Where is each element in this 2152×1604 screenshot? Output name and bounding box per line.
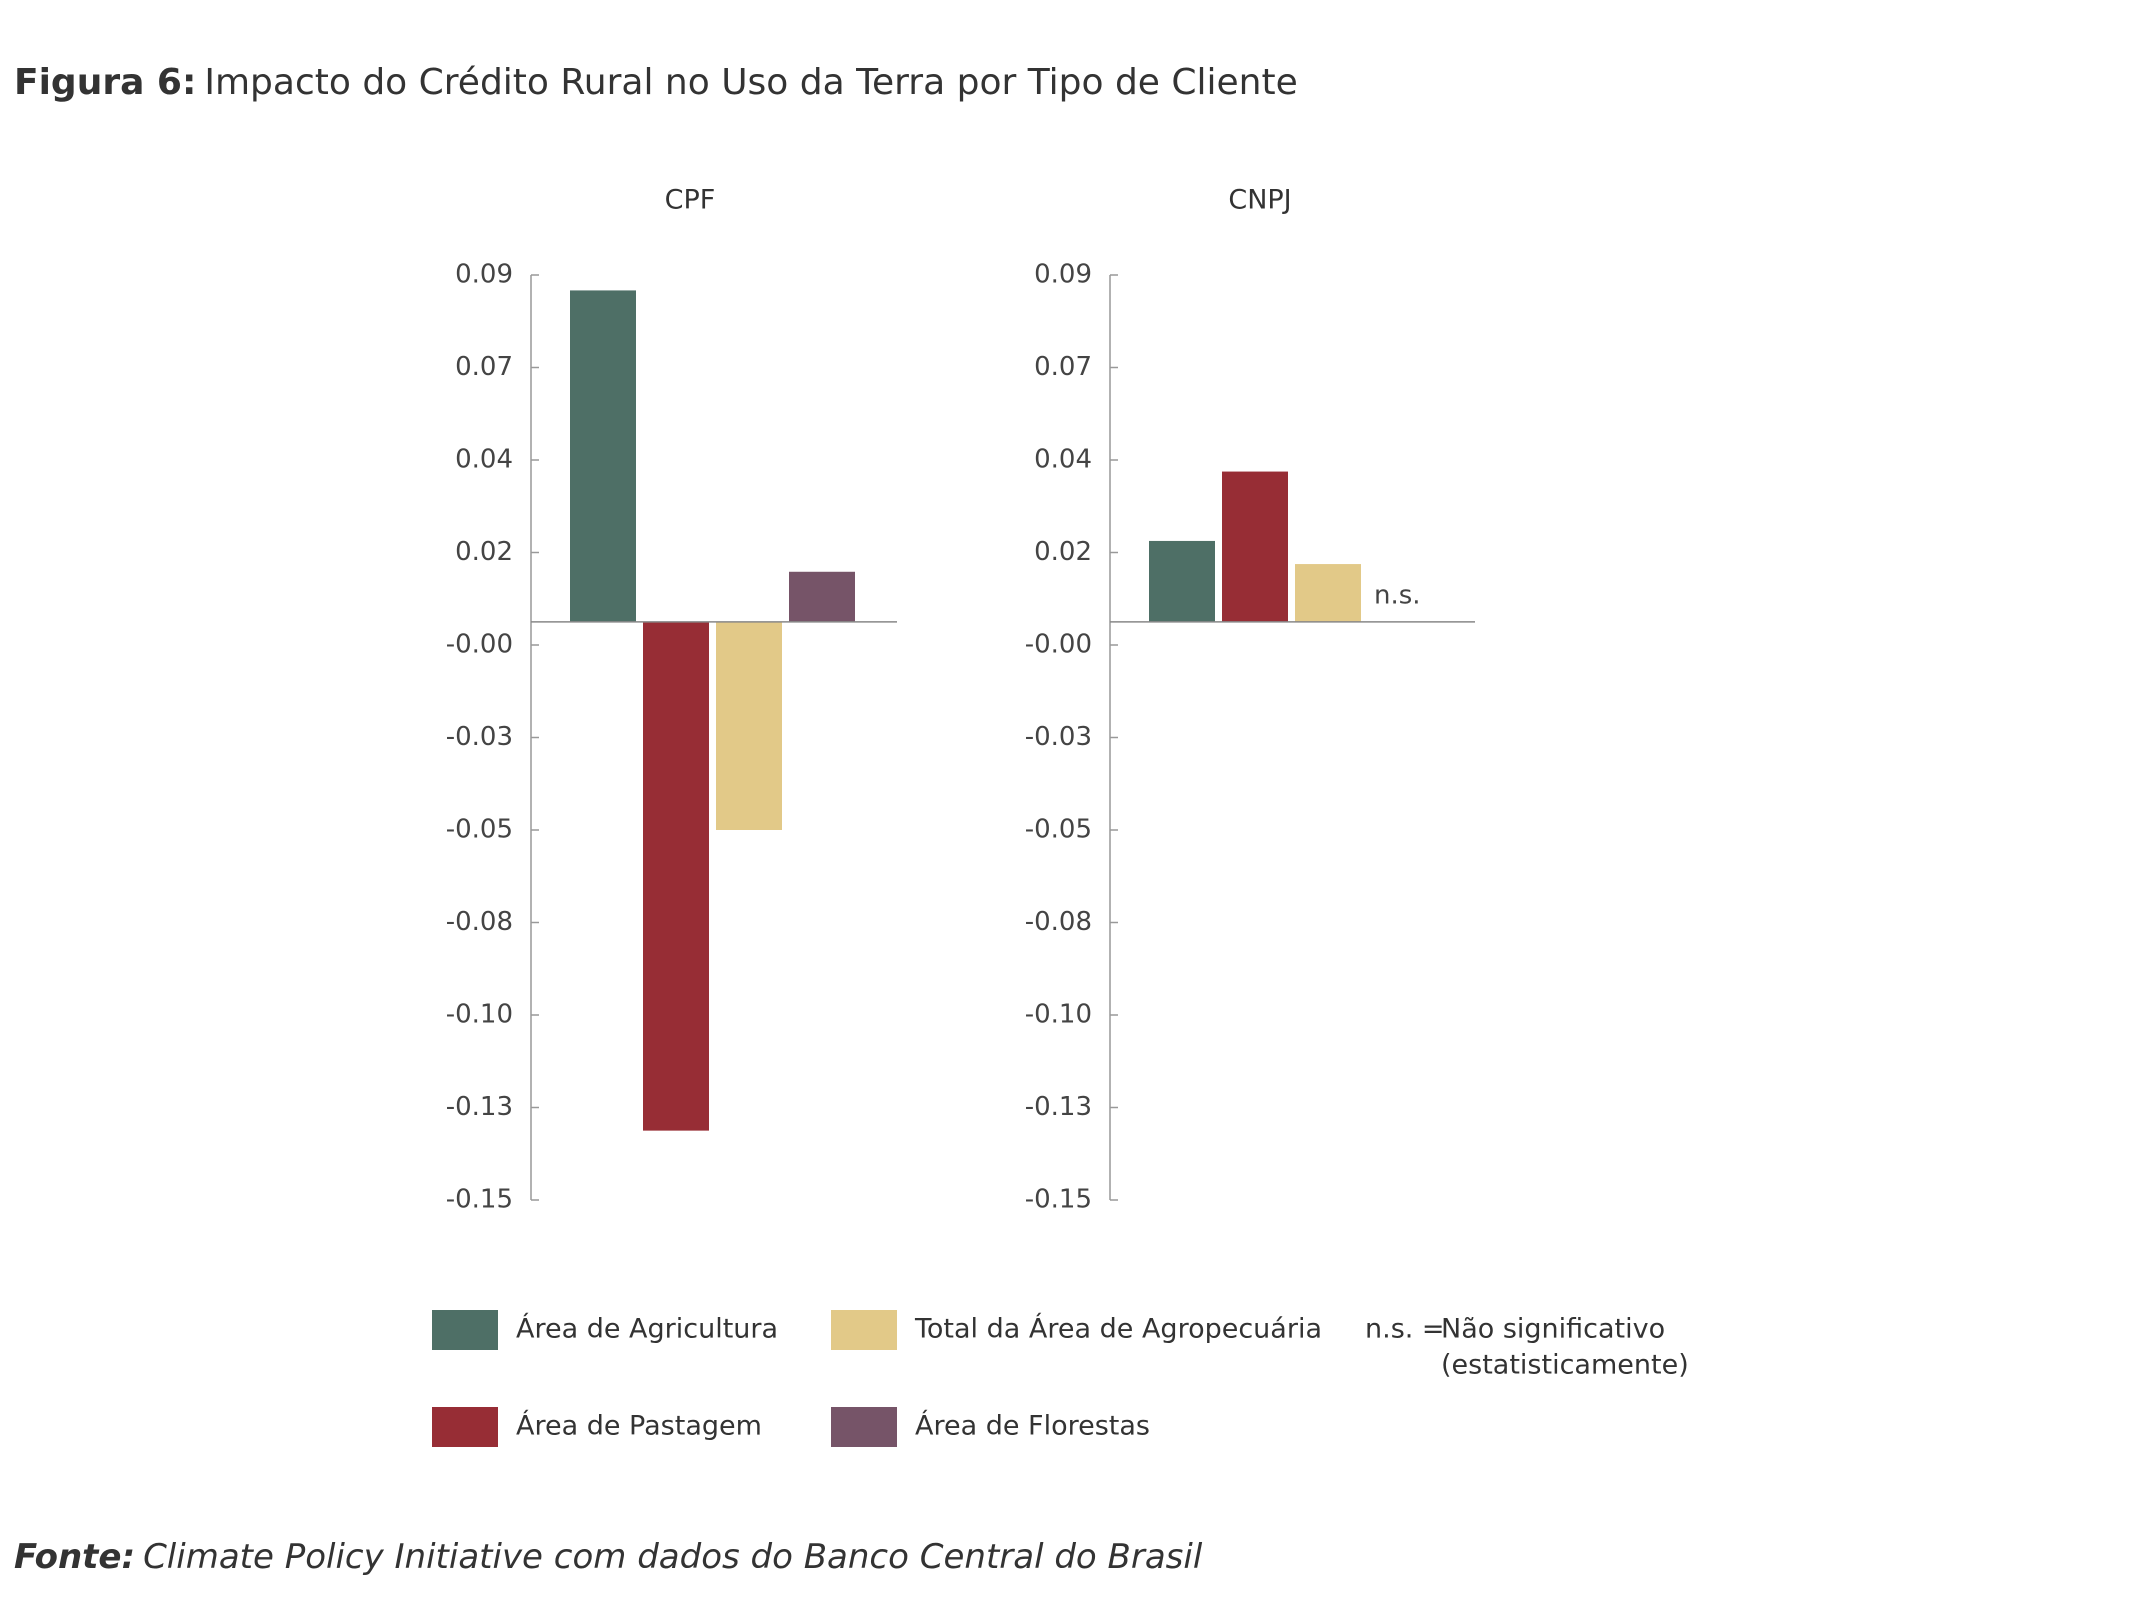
source: Climate Policy Initiative com dados do B… (143, 1537, 1203, 1577)
legend-label: Área de Agricultura (516, 1313, 778, 1345)
y-tick-label: 0.09 (1034, 260, 1092, 290)
legend-note-key: n.s. = (1365, 1314, 1445, 1345)
y-tick-label: -0.03 (446, 722, 513, 752)
legend-label: Área de Pastagem (516, 1410, 762, 1442)
y-tick-label: -0.13 (446, 1092, 513, 1122)
y-tick-label: -0.00 (446, 630, 513, 660)
y-tick-label: -0.15 (446, 1185, 513, 1215)
y-tick-label: 0.07 (455, 352, 513, 382)
y-tick-label: 0.07 (1034, 352, 1092, 382)
bar (789, 571, 855, 622)
y-tick-label: 0.02 (1034, 537, 1092, 567)
bar (1149, 540, 1215, 622)
legend-label: Total da Área de Agropecuária (914, 1313, 1322, 1345)
y-tick-label: -0.00 (1025, 630, 1092, 660)
y-tick-label: -0.05 (446, 815, 513, 845)
panel-title: CNPJ (1228, 185, 1291, 216)
legend-swatch (432, 1407, 498, 1447)
source-line: Fonte: Climate Policy Initiative com dado… (14, 1537, 1203, 1577)
chart-title: Impacto do Crédito Rural no Uso da Terra… (204, 62, 1297, 103)
y-tick-label: -0.05 (1025, 815, 1092, 845)
chart-title-line: Figura 6: Impacto do Crédito Rural no Uso… (14, 62, 1298, 103)
bar (1295, 564, 1361, 622)
bar (1222, 471, 1288, 622)
legend-label: Área de Florestas (915, 1410, 1150, 1442)
legend-swatch (831, 1310, 897, 1350)
y-tick-label: 0.02 (455, 537, 513, 567)
panel-title: CPF (665, 185, 716, 216)
y-tick-label: -0.08 (1025, 907, 1092, 937)
legend-swatch (831, 1407, 897, 1447)
bar (570, 290, 636, 622)
legend-swatch (432, 1310, 498, 1350)
chart-title-label: Figura 6: (14, 62, 196, 103)
y-tick-label: 0.04 (455, 445, 513, 475)
source-label: Fonte: (14, 1537, 135, 1577)
bar (643, 621, 709, 1131)
y-tick-label: -0.03 (1025, 722, 1092, 752)
y-tick-label: -0.13 (1025, 1092, 1092, 1122)
y-tick-label: 0.09 (455, 260, 513, 290)
bar (716, 621, 782, 830)
y-tick-label: 0.04 (1034, 445, 1092, 475)
y-tick-label: -0.15 (1025, 1185, 1092, 1215)
y-tick-label: -0.10 (1025, 1000, 1092, 1030)
legend-note: (estatisticamente) (1441, 1350, 1689, 1381)
y-tick-label: -0.08 (446, 907, 513, 937)
annotation: n.s. (1374, 580, 1421, 610)
y-tick-label: -0.10 (446, 1000, 513, 1030)
legend-note: Não significativo (1441, 1314, 1665, 1345)
